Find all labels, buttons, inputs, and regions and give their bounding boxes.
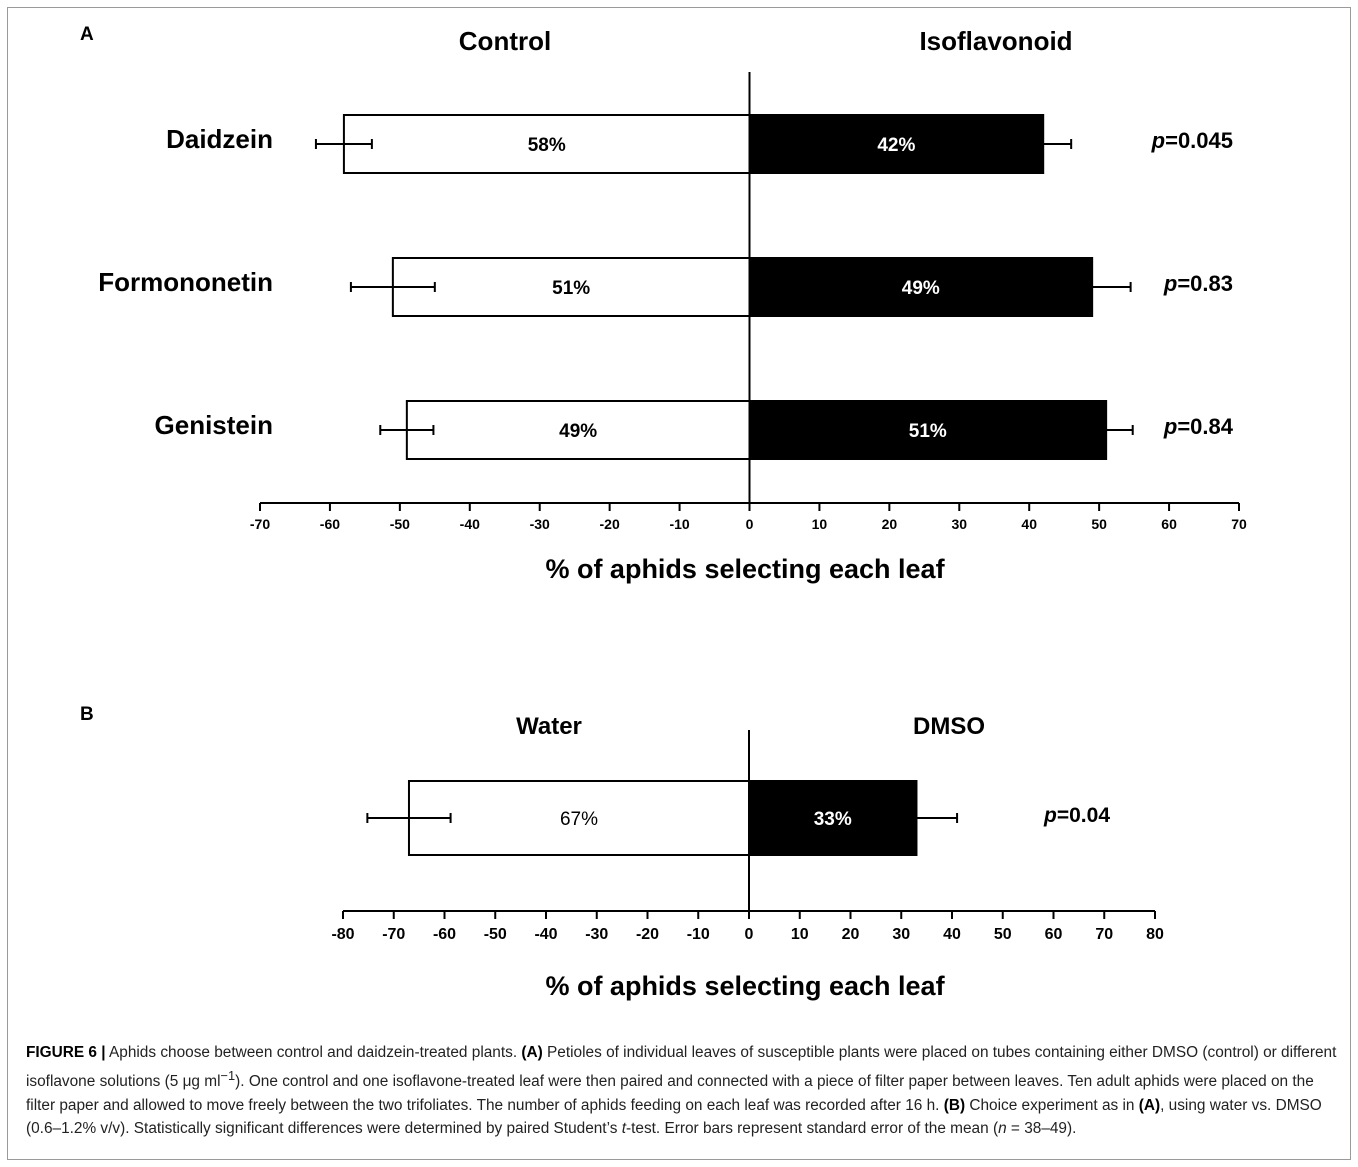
panel-b-x-tick-label: -20 bbox=[636, 926, 659, 943]
figure-6-chart: A Control Isoflavonoid % of aphids selec… bbox=[80, 24, 1247, 1001]
panel-b-x-tick-label: -80 bbox=[331, 926, 354, 943]
caption-a-label: (A) bbox=[521, 1044, 543, 1061]
caption-figure-label: FIGURE 6 | bbox=[26, 1044, 106, 1061]
panel-a-left-heading: Control bbox=[459, 26, 551, 56]
panel-b-x-tick-label: 30 bbox=[892, 926, 910, 943]
panel-a-p-value: p=0.83 bbox=[1163, 271, 1233, 296]
panel-a-x-tick-label: -60 bbox=[320, 516, 340, 532]
panel-b-marks: -80 -70 -60 -50 -40 -30 -20 -10 0 10 20 30 40 50 60 70 8… bbox=[331, 730, 1164, 943]
panel-b-bar-value-label: 33% bbox=[814, 809, 852, 830]
panel-b-x-tick-label: 0 bbox=[745, 926, 754, 943]
caption-b-label: (B) bbox=[943, 1096, 966, 1114]
panel-b-x-tick-label: 50 bbox=[994, 926, 1012, 943]
panel-a-bar-left bbox=[405, 400, 751, 460]
panel-a-x-tick-label: 30 bbox=[951, 516, 967, 532]
panel-a-x-tick-label: 40 bbox=[1021, 516, 1037, 532]
panel-a-bar-right bbox=[748, 400, 1108, 460]
panel-a-category-label: Daidzein bbox=[166, 124, 273, 154]
panel-a-bar-value-label: 51% bbox=[552, 278, 590, 299]
panel-a-x-tick-label: 20 bbox=[882, 516, 898, 532]
panel-b-x-tick-label: -70 bbox=[382, 926, 405, 943]
panel-a-x-tick-label: -70 bbox=[250, 516, 270, 532]
panel-a-x-tick-label: -40 bbox=[460, 516, 480, 532]
caption-b-text-4: = 38–49). bbox=[1006, 1120, 1077, 1138]
caption-b-text-3: -test. Error bars represent standard err… bbox=[625, 1120, 999, 1138]
caption-b-text-2: , using water vs. DMSO (0.6–1.2% v/v). S… bbox=[26, 1096, 1322, 1138]
panel-a-category-label: Formononetin bbox=[98, 267, 273, 297]
panel-b-p-value: p=0.04 bbox=[1043, 804, 1110, 827]
panel-b-x-tick-label: -40 bbox=[534, 926, 557, 943]
panel-a-bar-value-label: 51% bbox=[909, 421, 947, 442]
panel-a-p-value: p=0.045 bbox=[1151, 128, 1233, 153]
panel-b-left-heading: Water bbox=[516, 713, 582, 740]
panel-b-x-tick-label: -60 bbox=[433, 926, 456, 943]
caption-lead: Aphids choose between control and daidze… bbox=[105, 1044, 522, 1061]
panel-b-x-axis-title: % of aphids selecting each leaf bbox=[545, 971, 945, 1001]
panel-a-bar-right bbox=[748, 257, 1094, 317]
panel-a-bar-value-label: 49% bbox=[902, 278, 940, 299]
panel-a-x-tick-label: -20 bbox=[600, 516, 620, 532]
panel-b-x-tick-label: 60 bbox=[1045, 926, 1063, 943]
panel-b-bar-value-label: 67% bbox=[560, 809, 598, 830]
panel-a-label: A bbox=[80, 24, 94, 45]
panel-b-x-tick-label: 20 bbox=[842, 926, 860, 943]
panel-b-x-tick-label: -30 bbox=[585, 926, 608, 943]
panel-a-x-tick-label: -10 bbox=[669, 516, 689, 532]
panel-a-p-value: p=0.84 bbox=[1163, 414, 1234, 439]
panel-b-bar-left bbox=[407, 780, 750, 856]
panel-a-x-tick-label: 0 bbox=[746, 516, 754, 532]
panel-a-x-tick-label: -50 bbox=[390, 516, 410, 532]
panel-a-bar-value-label: 58% bbox=[528, 135, 566, 156]
caption-t-italic: t bbox=[621, 1120, 626, 1138]
panel-a-marks: -70 -60 -50 -40 -30 -20 -10 0 10 20 30 40 50 60 70 58% 4… bbox=[98, 72, 1247, 532]
panel-a-category-label: Genistein bbox=[155, 410, 273, 440]
panel-b-x-tick-label: 80 bbox=[1146, 926, 1164, 943]
panel-a-x-tick-label: 60 bbox=[1161, 516, 1177, 532]
panel-a-bar-value-label: 42% bbox=[877, 135, 915, 156]
caption-b-text-1: Choice experiment as in bbox=[965, 1096, 1139, 1114]
panel-a-x-tick-label: 70 bbox=[1231, 516, 1247, 532]
figure-frame bbox=[7, 7, 1351, 1160]
panel-a-x-tick-label: 50 bbox=[1091, 516, 1107, 532]
panel-b-x-tick-label: 40 bbox=[943, 926, 961, 943]
panel-a-bar-value-label: 49% bbox=[559, 421, 597, 442]
caption-n-italic: n bbox=[998, 1120, 1007, 1138]
caption-a-exponent: −1 bbox=[220, 1068, 236, 1084]
caption-b-ref: (A) bbox=[1138, 1096, 1161, 1114]
caption-a-unit: μg ml bbox=[182, 1073, 221, 1091]
panel-a-x-tick-label: 10 bbox=[812, 516, 828, 532]
panel-b-x-tick-label: -50 bbox=[484, 926, 507, 943]
panel-b-x-tick-label: 10 bbox=[791, 926, 809, 943]
caption-a-text-2: ). One control and one isoflavone-treate… bbox=[26, 1073, 1314, 1114]
panel-a-bar-right bbox=[748, 114, 1045, 174]
caption-a-text-1: Petioles of individual leaves of suscept… bbox=[26, 1044, 1337, 1091]
panel-b-label: B bbox=[80, 704, 94, 725]
panel-b-right-heading: DMSO bbox=[913, 713, 985, 740]
panel-b-x-tick-label: 70 bbox=[1095, 926, 1113, 943]
panel-b-x-tick-label: -10 bbox=[687, 926, 710, 943]
figure-caption: FIGURE 6 | Aphids choose between control… bbox=[26, 1041, 1338, 1141]
panel-a-x-tick-label: -30 bbox=[530, 516, 550, 532]
panel-a-x-axis-title: % of aphids selecting each leaf bbox=[545, 554, 945, 584]
panel-a-right-heading: Isoflavonoid bbox=[919, 26, 1072, 56]
